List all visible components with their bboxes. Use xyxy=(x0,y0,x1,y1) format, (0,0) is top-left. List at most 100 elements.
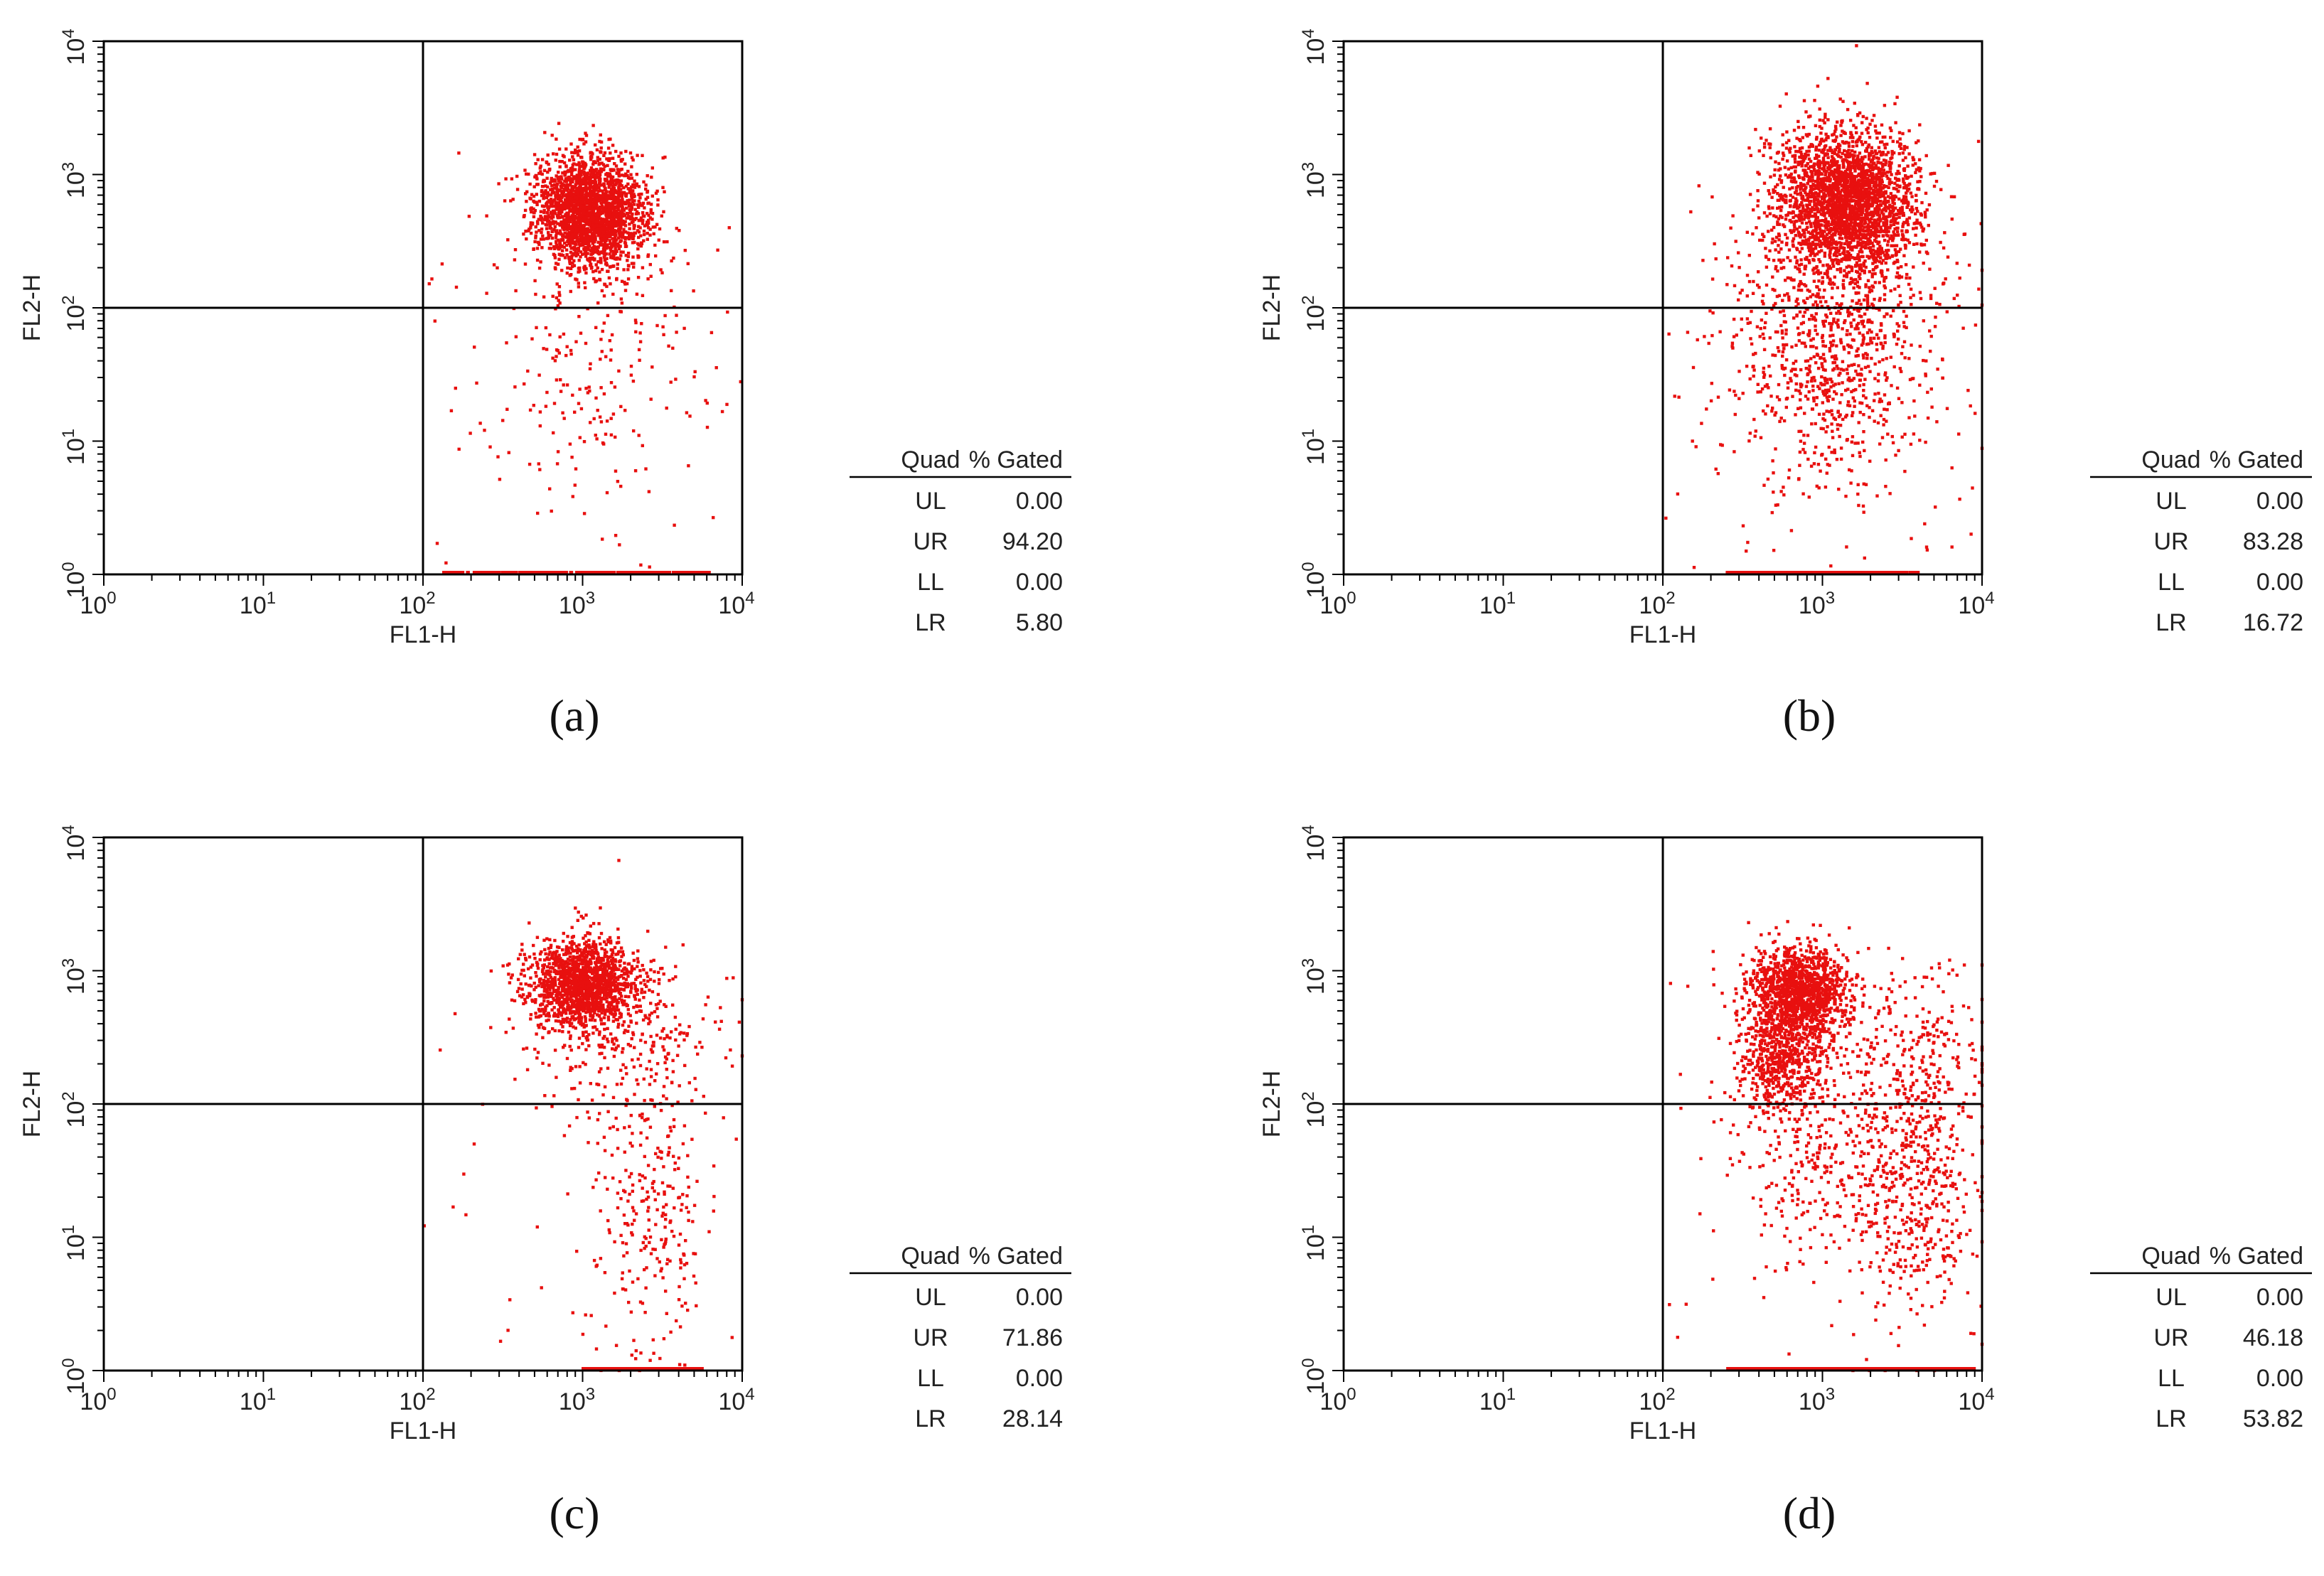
event-dot xyxy=(551,189,555,193)
event-dot xyxy=(1898,142,1902,146)
event-dot xyxy=(609,218,614,222)
event-dot xyxy=(530,210,533,214)
event-dot xyxy=(1850,269,1854,272)
event-dot xyxy=(559,195,563,199)
event-dot xyxy=(1880,211,1884,215)
event-dot xyxy=(624,206,628,210)
event-dot xyxy=(605,491,609,495)
event-dot xyxy=(1878,259,1882,264)
event-dot xyxy=(720,409,724,414)
event-dot xyxy=(601,230,606,234)
event-dot xyxy=(1806,210,1810,214)
event-dot xyxy=(525,190,529,193)
event-dot xyxy=(611,200,614,205)
event-dot xyxy=(574,226,578,230)
event-dot xyxy=(1777,223,1782,226)
event-dot xyxy=(1845,219,1849,223)
event-dot xyxy=(595,437,599,441)
event-dot xyxy=(571,495,574,498)
event-dot xyxy=(1783,166,1787,169)
event-dot xyxy=(630,176,634,180)
event-dot xyxy=(585,232,589,236)
event-dot xyxy=(608,223,611,226)
event-dot xyxy=(1902,144,1907,149)
event-dot xyxy=(567,178,572,182)
event-dot xyxy=(639,563,643,567)
event-dot xyxy=(596,245,600,249)
event-dot xyxy=(606,174,610,178)
event-dot xyxy=(574,192,578,195)
event-dot xyxy=(1839,244,1843,248)
event-dot xyxy=(530,193,534,196)
event-dot xyxy=(571,177,574,181)
event-dot xyxy=(609,224,612,228)
event-dot xyxy=(613,201,616,205)
event-dot xyxy=(540,158,545,161)
event-dot xyxy=(590,215,594,219)
event-dot xyxy=(1796,125,1801,129)
event-dot xyxy=(1855,175,1858,178)
event-dot xyxy=(535,203,539,207)
event-dot xyxy=(638,331,642,335)
event-dot xyxy=(589,252,593,257)
event-dot xyxy=(616,211,620,215)
event-dot xyxy=(1860,211,1865,215)
event-dot xyxy=(591,213,595,217)
event-dot xyxy=(1867,246,1870,250)
event-dot xyxy=(695,571,699,574)
event-dot xyxy=(1890,244,1893,247)
event-dot xyxy=(606,234,609,238)
event-dot xyxy=(1824,138,1828,141)
event-dot xyxy=(572,225,576,228)
event-dot xyxy=(606,220,609,224)
event-dot xyxy=(1910,210,1914,214)
event-dot xyxy=(584,271,588,275)
event-dot xyxy=(549,212,552,215)
event-dot xyxy=(633,208,637,211)
event-dot xyxy=(630,262,634,265)
event-dot xyxy=(609,181,613,185)
event-dot xyxy=(595,223,599,227)
event-dot xyxy=(1779,167,1782,171)
event-dot xyxy=(1897,185,1902,188)
event-dot xyxy=(622,191,626,195)
event-dot xyxy=(1821,186,1824,190)
event-dot xyxy=(612,251,616,254)
event-dot xyxy=(1826,176,1829,180)
event-dot xyxy=(569,247,573,250)
event-dot xyxy=(625,571,628,574)
event-dot xyxy=(614,435,617,439)
event-dot xyxy=(1768,212,1772,215)
event-dot xyxy=(1846,179,1849,183)
event-dot xyxy=(594,176,598,179)
event-dot xyxy=(596,206,599,210)
event-dot xyxy=(595,204,599,208)
x-tick-base: 10 xyxy=(240,592,267,619)
event-dot xyxy=(692,289,695,293)
event-dot xyxy=(604,205,608,208)
event-dot xyxy=(542,347,545,350)
event-dot xyxy=(1894,121,1897,124)
event-dot xyxy=(523,382,526,386)
event-dot xyxy=(1789,166,1793,170)
event-dot xyxy=(646,277,650,281)
event-dot xyxy=(579,239,583,243)
event-dot xyxy=(636,154,639,157)
event-dot xyxy=(1772,173,1777,177)
event-dot xyxy=(1785,236,1789,240)
event-dot xyxy=(618,223,621,227)
event-dot xyxy=(497,182,500,186)
event-dot xyxy=(575,208,579,212)
event-dot xyxy=(1923,212,1927,216)
event-dot xyxy=(589,218,593,222)
event-dot xyxy=(514,571,518,574)
event-dot xyxy=(1952,195,1956,198)
event-dot xyxy=(1824,242,1827,245)
event-dot xyxy=(572,236,576,240)
event-dot xyxy=(587,230,590,234)
event-dot xyxy=(611,215,615,219)
event-dot xyxy=(1831,161,1834,165)
event-dot xyxy=(1812,259,1816,262)
event-dot xyxy=(1897,212,1901,215)
event-dot xyxy=(443,571,447,574)
